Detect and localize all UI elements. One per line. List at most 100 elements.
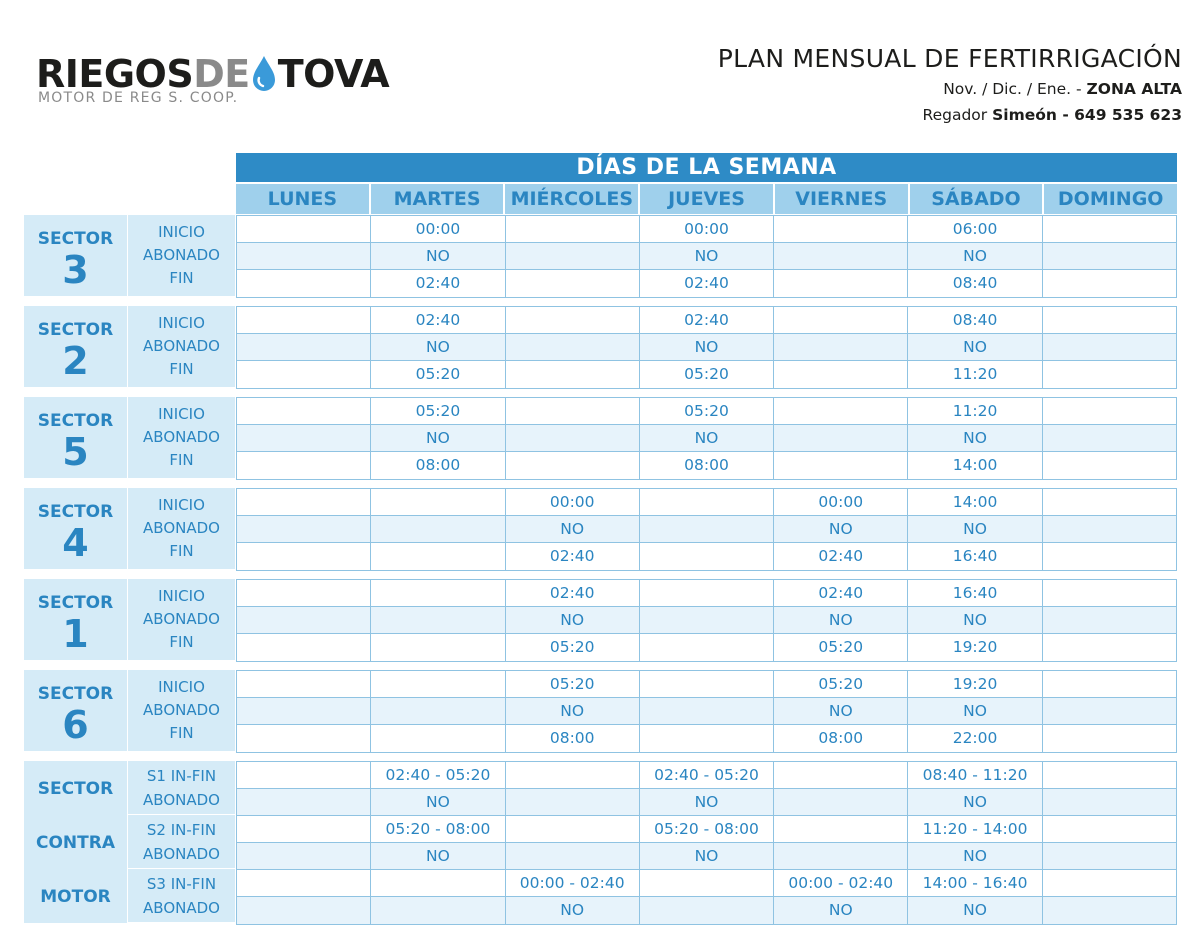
table-cell [1043,398,1176,424]
table-row: 05:20 05:20 19:20 [237,634,1176,661]
table-cell [640,634,775,661]
table-cell [774,307,909,333]
table-row: 02:40 02:40 08:40 [237,270,1176,297]
regador-label: Regador [922,106,993,124]
sector-label: SECTOR 1 [24,579,127,660]
table-cell [237,216,372,242]
table-cell: NO [908,516,1043,542]
table-cell: 05:20 - 08:00 [640,816,775,842]
table-cell [774,361,909,388]
table-cell: 05:20 [506,634,640,661]
row-type-label: ABONADO [143,610,220,628]
scm-word-motor: MOTOR [40,887,111,907]
sector-label: SECTOR 4 [24,488,127,569]
table-cell: NO [774,516,909,542]
logo-part-de: DE [193,52,250,96]
schedule-grid: 00:00 00:00 14:00 NO NO NO 02:40 02:40 16:40 [236,488,1177,571]
table-cell [640,725,775,752]
table-cell: 02:40 [774,580,909,606]
sector-label: SECTOR 6 [24,670,127,751]
scm-in-fin-label: S2 IN-FIN [146,821,217,839]
table-cell [1043,270,1176,297]
table-cell: NO [640,243,775,269]
table-cell: 02:40 [506,543,640,570]
table-cell [640,489,775,515]
row-type-label: ABONADO [143,519,220,537]
table-cell [237,698,372,724]
table-cell: 11:20 [908,361,1043,388]
table-cell [1043,489,1176,515]
table-cell: 02:40 [371,270,506,297]
row-type-label: ABONADO [143,337,220,355]
table-cell: 19:20 [908,671,1043,697]
row-type-label: ABONADO [143,428,220,446]
table-cell: NO [908,698,1043,724]
table-row: 02:40 02:40 16:40 [237,580,1176,607]
table-cell [1043,789,1176,815]
table-cell: 02:40 - 05:20 [640,762,775,788]
sector-word: SECTOR [37,684,114,704]
page-title: PLAN MENSUAL DE FERTIRRIGACIÓN [717,44,1182,73]
row-type-label: INICIO [158,223,205,241]
table-cell [506,334,640,360]
table-cell [1043,307,1176,333]
logo-part-tova: TOVA [277,52,390,96]
table-cell [371,516,506,542]
table-cell: NO [506,607,640,633]
table-cell [371,870,506,896]
table-cell [506,307,640,333]
sector-number: 4 [62,521,89,565]
table-cell [1043,425,1176,451]
table-cell [1043,816,1176,842]
table-cell: 00:00 [506,489,640,515]
table-cell: NO [908,789,1043,815]
day-header: VIERNES [774,184,908,214]
table-cell [506,789,640,815]
table-cell [237,489,372,515]
table-row: 08:00 08:00 22:00 [237,725,1176,752]
row-type-label: INICIO [158,405,205,423]
table-cell: 11:20 - 14:00 [908,816,1043,842]
table-cell [1043,725,1176,752]
row-type-label: FIN [169,269,194,287]
sector-word: SECTOR [37,229,114,249]
table-cell [371,543,506,570]
schedule-grid: 05:20 05:20 11:20 NO NO NO 08:00 08:00 14:00 [236,397,1177,480]
table-row: NO NO NO [237,425,1176,452]
row-type-label: INICIO [158,587,205,605]
table-cell [1043,870,1176,896]
table-cell [371,698,506,724]
table-cell [640,516,775,542]
table-cell: 05:20 [774,634,909,661]
row-type-label: INICIO [158,678,205,696]
table-cell [774,425,909,451]
sector-contra-motor-block: SECTOR CONTRA MOTOR S1 IN-FIN ABONADO S2 I… [24,761,1177,925]
table-cell [506,816,640,842]
scm-grid: 02:40 - 05:20 02:40 - 05:20 08:40 - 11:20 N… [236,761,1177,925]
sector-number: 3 [62,248,89,292]
table-cell: 08:00 [506,725,640,752]
row-type-label: ABONADO [143,246,220,264]
table-cell: NO [640,334,775,360]
table-cell: 19:20 [908,634,1043,661]
table-cell: NO [640,425,775,451]
table-row: 05:20 05:20 19:20 [237,671,1176,698]
table-cell [237,843,372,869]
scm-type-labels: S3 IN-FIN ABONADO [128,869,235,922]
table-cell [371,607,506,633]
table-cell: 02:40 [640,307,775,333]
table-cell [237,334,372,360]
table-cell [640,698,775,724]
table-cell [237,789,372,815]
table-cell [506,843,640,869]
table-row: 02:40 02:40 08:40 [237,307,1176,334]
water-drop-icon [251,52,277,96]
logo: RIEGOS DE TOVA MOTOR DE REG S. COOP. [36,52,390,106]
table-cell [237,870,372,896]
table-cell [640,897,775,924]
scm-in-fin-label: S3 IN-FIN [146,875,217,893]
sector-number: 5 [62,430,89,474]
table-cell [371,580,506,606]
table-cell [774,762,909,788]
table-cell [1043,243,1176,269]
